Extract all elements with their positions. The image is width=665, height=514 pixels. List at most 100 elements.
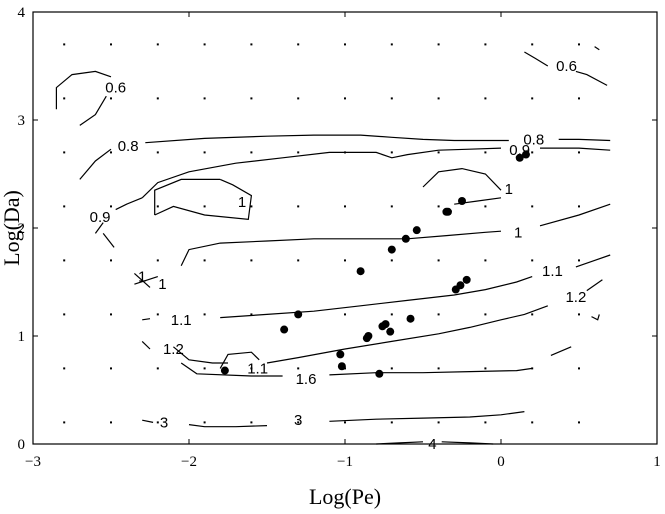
- grid-dot: [390, 313, 393, 316]
- contour-level-0-8: 0.8 0.8: [79, 131, 611, 180]
- grid-dot: [110, 151, 112, 154]
- grid-dot: [63, 421, 66, 424]
- grid-dot: [203, 313, 206, 316]
- grid-dot: [156, 205, 159, 208]
- y-tick-label: 0: [18, 437, 26, 453]
- contour-line: [142, 318, 151, 321]
- grid-dot: [297, 367, 300, 370]
- data-point: [386, 327, 395, 336]
- grid-dot: [344, 205, 346, 208]
- x-tick-label: −2: [181, 454, 197, 470]
- contour-label: 0.9: [90, 209, 111, 226]
- grid-dot: [390, 205, 393, 208]
- y-tick-label: 1: [18, 329, 26, 345]
- grid-dot: [110, 97, 112, 100]
- y-tick-label: 3: [18, 113, 26, 129]
- grid-dot: [297, 97, 300, 100]
- contour-label: 1.2: [565, 289, 586, 306]
- grid-dot: [578, 43, 580, 46]
- contour-line: [575, 70, 608, 86]
- contour-line: [154, 178, 253, 221]
- grid-dot: [250, 43, 253, 46]
- contour-label: 1: [138, 269, 146, 286]
- contour-line: [115, 197, 143, 211]
- data-point: [458, 197, 466, 205]
- contour-label: 0.8: [118, 138, 139, 155]
- data-point: [515, 153, 524, 162]
- contour-line: [422, 167, 502, 191]
- grid-dot: [110, 421, 112, 424]
- grid-dot: [250, 151, 253, 154]
- data-point: [406, 314, 415, 323]
- contour-line: [219, 351, 260, 369]
- grid-dot: [156, 259, 159, 262]
- contour-line: [154, 178, 221, 215]
- grid-dot: [390, 151, 393, 154]
- grid-dot: [390, 259, 393, 262]
- grid-dot: [203, 259, 206, 262]
- contour-line: [558, 138, 611, 142]
- data-point: [364, 332, 373, 340]
- data-point: [521, 150, 530, 159]
- y-tick-label: 2: [18, 221, 26, 237]
- grid-dot: [578, 421, 580, 424]
- contour-line: [133, 272, 151, 288]
- grid-dot: [110, 367, 112, 370]
- contour-level-1-2: 1.2 1.2: [141, 279, 603, 364]
- grid-dot: [531, 421, 534, 424]
- contour-line: [134, 276, 158, 285]
- grid-dot: [484, 313, 487, 316]
- grid-dot: [484, 367, 487, 370]
- grid-dot: [437, 151, 440, 154]
- data-point: [294, 310, 303, 319]
- data-point: [412, 226, 421, 235]
- grid-dot: [203, 205, 206, 208]
- grid-dot: [578, 259, 580, 262]
- contour-line: [591, 314, 600, 321]
- grid-dot: [203, 97, 206, 100]
- contour-level-0-6: 0.6 0.6: [55, 46, 608, 126]
- grid-dot: [484, 205, 487, 208]
- grid-dot: [531, 205, 534, 208]
- grid-dot: [63, 313, 66, 316]
- contour-line: [524, 51, 549, 67]
- grid-dot: [297, 151, 300, 154]
- contour-line: [55, 70, 112, 110]
- grid-dot: [156, 367, 159, 370]
- contour-line: [550, 346, 572, 356]
- grid-dot: [578, 367, 580, 370]
- grid-dot: [297, 421, 300, 424]
- contour-line: [79, 148, 112, 180]
- contour-line: [329, 367, 533, 376]
- grid-dot: [110, 43, 112, 46]
- grid-dot: [110, 259, 112, 262]
- grid-dot: [156, 151, 159, 154]
- grid-dot: [531, 151, 534, 154]
- grid-dot: [63, 151, 66, 154]
- contour-line: [188, 424, 268, 428]
- data-point: [387, 245, 396, 254]
- grid-dot: [344, 259, 346, 262]
- grid-dot: [484, 97, 487, 100]
- contour-line: [586, 279, 603, 292]
- grid-dot: [484, 43, 487, 46]
- data-point: [462, 275, 471, 284]
- grid-dot: [437, 367, 440, 370]
- contour-label: 1: [514, 224, 522, 241]
- grid-dot: [110, 205, 112, 208]
- grid-dot: [531, 259, 534, 262]
- grid-dot: [156, 97, 159, 100]
- contour-line: [329, 411, 525, 422]
- grid-dot: [203, 151, 206, 154]
- grid-dot: [344, 421, 346, 424]
- grid-dot: [297, 205, 300, 208]
- grid-dot: [484, 151, 487, 154]
- grid-dot: [156, 313, 159, 316]
- grid-dot: [531, 313, 534, 316]
- grid-dot: [484, 259, 487, 262]
- grid-dot: [297, 43, 300, 46]
